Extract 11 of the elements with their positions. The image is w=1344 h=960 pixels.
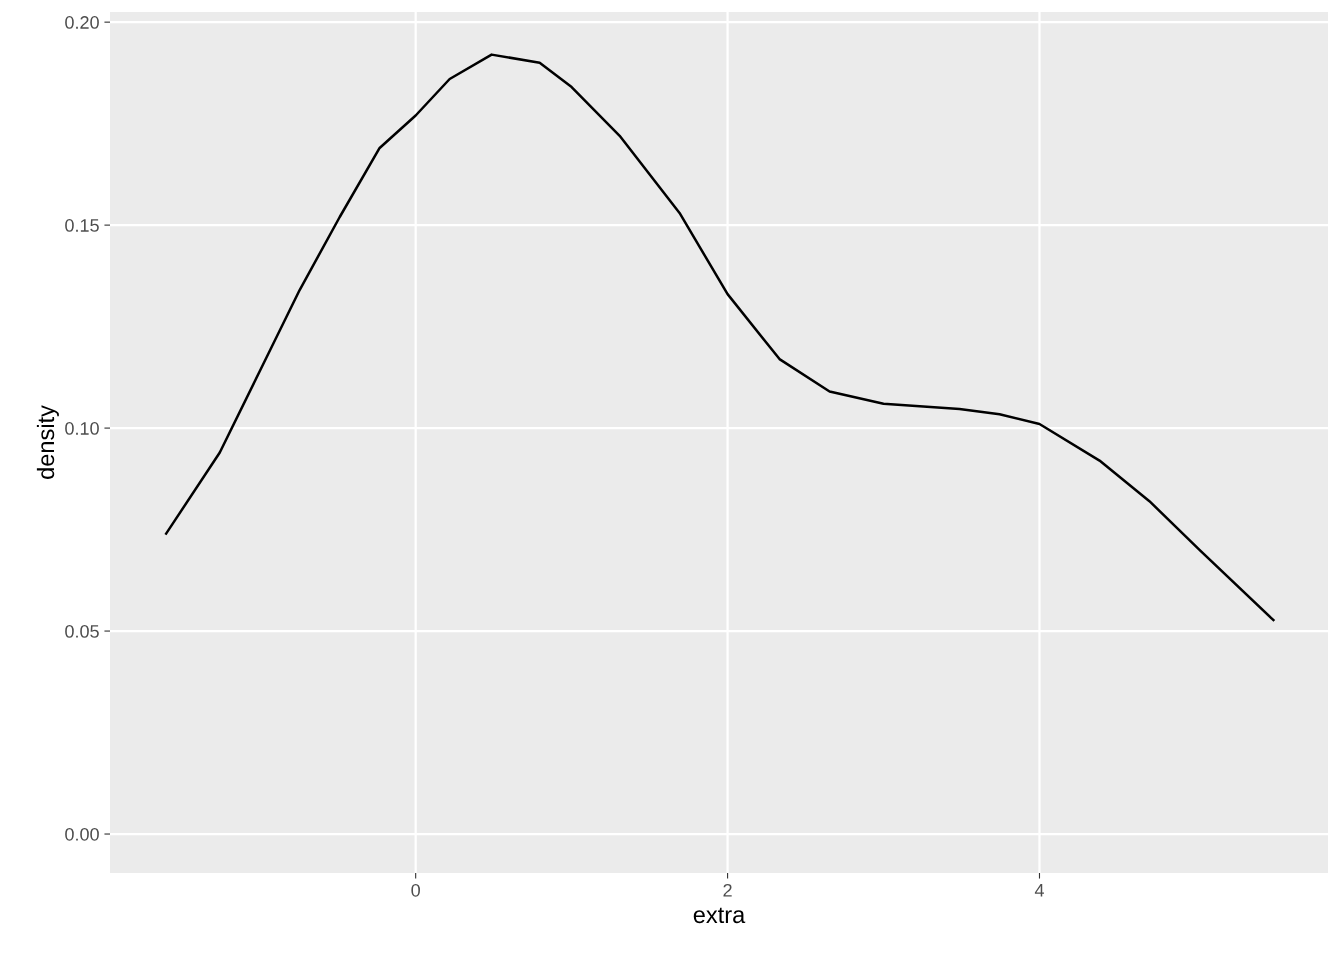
- x-tick-label: 2: [723, 883, 732, 897]
- x-tick-label: 0: [411, 883, 420, 897]
- y-axis-title: density: [36, 405, 59, 479]
- x-axis-title: extra: [693, 907, 746, 924]
- y-tick-label: 0.15: [65, 219, 99, 232]
- y-tick-label: 0.20: [65, 16, 99, 29]
- y-tick-label: 0.00: [65, 827, 99, 841]
- line-series: [164, 53, 1275, 622]
- y-tick-label: 0.05: [65, 624, 99, 638]
- y-tick-label: 0.10: [65, 422, 99, 435]
- x-tick-label: 4: [1034, 884, 1044, 897]
